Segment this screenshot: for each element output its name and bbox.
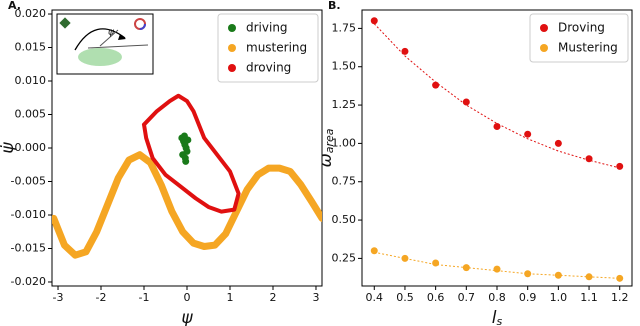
legend-marker (228, 24, 236, 32)
point (616, 274, 624, 282)
x-tick-label: 1.0 (550, 291, 568, 304)
svg-text:ψ: ψ (108, 28, 115, 38)
legend-label: Droving (558, 21, 605, 35)
x-axis-label-main: ψ (181, 308, 193, 326)
point (493, 123, 501, 131)
y-tick-label: 0.020 (15, 7, 47, 20)
series-line (52, 151, 322, 259)
legend-label: Mustering (558, 41, 618, 55)
y-tick-label: -0.015 (11, 241, 46, 254)
x-tick-label: 0 (184, 291, 191, 304)
y-tick-label: -0.020 (11, 275, 46, 288)
panel-label: A. (8, 0, 21, 12)
legend-marker (540, 44, 548, 52)
y-tick-label: 1.25 (332, 98, 357, 111)
x-tick-label: 1.1 (580, 291, 598, 304)
point (616, 162, 624, 170)
x-axis-label: ψ (181, 308, 193, 326)
x-tick-label: 1 (226, 291, 233, 304)
series-line (142, 93, 241, 214)
point (370, 17, 378, 25)
point (462, 98, 470, 106)
y-tick-label: -0.010 (11, 208, 46, 221)
y-tick-label: 1.00 (332, 136, 357, 149)
inset: ψ (56, 13, 154, 75)
y-tick-label: 0.005 (15, 108, 47, 121)
y-tick-label: 0.015 (15, 41, 47, 54)
x-tick-label: 0.9 (519, 291, 537, 304)
y-tick-label: 1.50 (332, 60, 357, 73)
point (401, 47, 409, 55)
point (370, 247, 378, 255)
y-axis-label-main: ω (316, 153, 336, 167)
point (182, 157, 190, 165)
point (554, 271, 562, 279)
y-tick-label: 0.010 (15, 74, 47, 87)
legend-label: driving (246, 21, 288, 35)
x-tick-label: 0.7 (458, 291, 476, 304)
x-axis-label: ls (492, 308, 503, 326)
fit-line (374, 251, 620, 279)
point (180, 132, 188, 140)
legend-label: mustering (246, 41, 307, 55)
y-axis-label: ωarea (316, 128, 336, 167)
y-tick-label: 0.50 (332, 213, 357, 226)
y-axis-label-main: ψ̇ (0, 142, 18, 154)
y-axis-label: ψ̇ (0, 142, 18, 154)
x-tick-label: -3 (53, 291, 64, 304)
x-tick-label: 0.6 (427, 291, 445, 304)
point (554, 139, 562, 147)
x-tick-label: -2 (96, 291, 107, 304)
legend-box (217, 13, 319, 83)
x-axis-label-sub: s (497, 315, 503, 326)
plot-frame (361, 9, 633, 287)
y-tick-label: 0.000 (15, 141, 47, 154)
fit-line (373, 23, 620, 169)
point (585, 273, 593, 281)
x-tick-label: 0.4 (366, 291, 384, 304)
legend-label: droving (246, 61, 291, 75)
x-tick-label: 3 (312, 291, 319, 304)
legend-box (529, 13, 629, 63)
plot-frame (51, 9, 323, 287)
point (493, 265, 501, 273)
y-tick-label: 0.25 (332, 251, 357, 264)
x-tick-label: -1 (139, 291, 150, 304)
y-tick-label: 0.75 (332, 175, 357, 188)
legend-marker (228, 44, 236, 52)
x-tick-label: 1.2 (611, 291, 629, 304)
point (524, 130, 532, 138)
point (432, 81, 440, 89)
plot-area (370, 17, 624, 282)
legend-marker (228, 64, 236, 72)
legend-marker (540, 24, 548, 32)
point (524, 270, 532, 278)
point (585, 155, 593, 163)
point (432, 259, 440, 267)
x-tick-label: 0.8 (488, 291, 506, 304)
x-tick-label: 0.5 (396, 291, 414, 304)
plot-area (52, 93, 322, 259)
point (462, 264, 470, 272)
panel-label: B. (328, 0, 341, 12)
x-tick-label: 2 (269, 291, 276, 304)
x-axis-label-main: l (492, 308, 497, 326)
y-axis-label-sub: area (323, 128, 336, 153)
y-tick-label: -0.005 (11, 174, 46, 187)
y-tick-label: 1.75 (332, 21, 357, 34)
point (401, 254, 409, 262)
